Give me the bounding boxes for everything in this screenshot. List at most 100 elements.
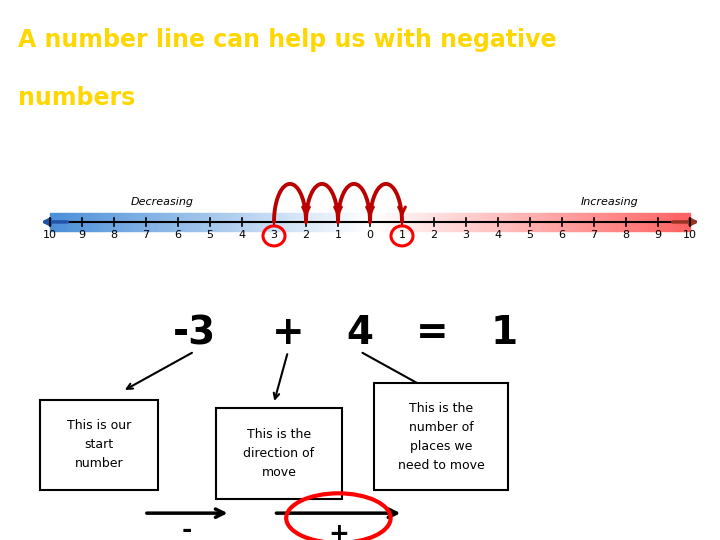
Bar	[530, 213, 532, 231]
Bar	[483, 213, 485, 231]
Bar	[541, 213, 543, 231]
Bar	[500, 213, 503, 231]
Bar	[673, 213, 675, 231]
Text: 4: 4	[346, 314, 374, 353]
Bar	[91, 213, 93, 231]
Bar	[539, 213, 541, 231]
Bar	[144, 213, 146, 231]
Bar	[76, 213, 78, 231]
Bar	[508, 213, 510, 231]
Bar	[449, 213, 451, 231]
Bar	[89, 213, 91, 231]
Text: 6: 6	[559, 230, 565, 240]
Bar	[685, 213, 688, 231]
Bar	[438, 213, 441, 231]
Bar	[552, 213, 554, 231]
Bar	[649, 213, 652, 231]
Bar	[244, 213, 246, 231]
Bar	[590, 213, 592, 231]
Bar	[107, 213, 109, 231]
Bar	[374, 383, 508, 490]
Bar	[459, 213, 462, 231]
Bar	[208, 213, 210, 231]
Bar	[562, 213, 564, 231]
Bar	[118, 213, 120, 231]
Bar	[78, 213, 80, 231]
Bar	[510, 213, 513, 231]
Bar	[171, 213, 174, 231]
Text: 0: 0	[366, 230, 374, 240]
Bar	[464, 213, 466, 231]
Bar	[325, 213, 328, 231]
Bar	[315, 213, 317, 231]
Bar	[432, 213, 434, 231]
Bar	[413, 213, 415, 231]
Bar	[426, 213, 428, 231]
Bar	[321, 213, 323, 231]
Bar	[302, 213, 304, 231]
Bar	[523, 213, 526, 231]
Bar	[575, 213, 577, 231]
Bar	[357, 213, 359, 231]
Bar	[342, 213, 344, 231]
Bar	[129, 213, 131, 231]
Bar	[622, 213, 624, 231]
Bar	[231, 213, 233, 231]
Bar	[174, 213, 176, 231]
Bar	[404, 213, 406, 231]
Bar	[336, 213, 338, 231]
Bar	[624, 213, 626, 231]
Bar	[639, 213, 641, 231]
Text: 8: 8	[110, 230, 117, 240]
Text: 7: 7	[143, 230, 150, 240]
Bar	[251, 213, 253, 231]
Bar	[278, 213, 280, 231]
Bar	[658, 213, 660, 231]
Bar	[300, 213, 302, 231]
Bar	[451, 213, 453, 231]
Bar	[270, 213, 272, 231]
Bar	[632, 213, 634, 231]
Bar	[678, 213, 680, 231]
Bar	[310, 213, 312, 231]
Bar	[490, 213, 492, 231]
Bar	[264, 213, 266, 231]
Bar	[479, 213, 481, 231]
Bar	[406, 213, 408, 231]
Bar	[528, 213, 530, 231]
Text: 6: 6	[174, 230, 181, 240]
Bar	[178, 213, 180, 231]
Bar	[453, 213, 455, 231]
Bar	[293, 213, 295, 231]
Bar	[167, 213, 169, 231]
Bar	[184, 213, 186, 231]
Text: 3: 3	[271, 230, 277, 240]
Bar	[133, 213, 135, 231]
Bar	[105, 213, 107, 231]
Bar	[626, 213, 628, 231]
Bar	[67, 213, 69, 231]
Bar	[688, 213, 690, 231]
Bar	[616, 213, 618, 231]
Bar	[308, 213, 310, 231]
Bar	[216, 408, 342, 499]
Bar	[220, 213, 222, 231]
Bar	[468, 213, 470, 231]
Bar	[585, 213, 588, 231]
Bar	[605, 213, 607, 231]
Bar	[534, 213, 536, 231]
Bar	[603, 213, 605, 231]
Bar	[402, 213, 404, 231]
Bar	[150, 213, 153, 231]
Bar	[120, 213, 122, 231]
Bar	[282, 213, 284, 231]
Bar	[654, 213, 656, 231]
Bar	[287, 213, 289, 231]
Text: 10: 10	[683, 230, 697, 240]
Bar	[581, 213, 583, 231]
Bar	[135, 213, 138, 231]
Text: A number line can help us with negative: A number line can help us with negative	[18, 28, 557, 52]
Bar	[594, 213, 596, 231]
Bar	[157, 213, 159, 231]
Bar	[272, 213, 274, 231]
